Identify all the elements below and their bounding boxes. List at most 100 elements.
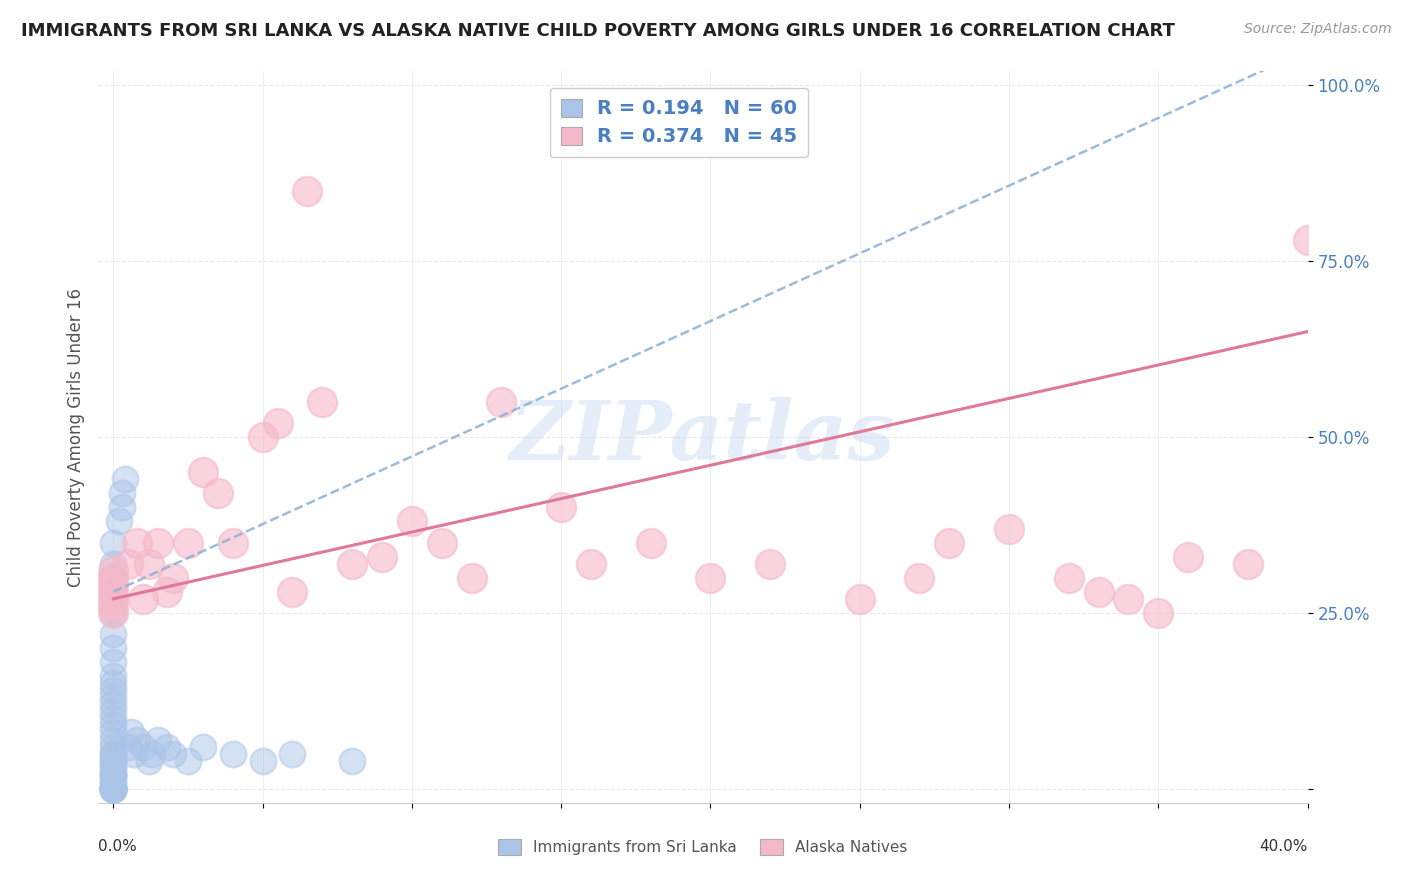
Point (103, 767, 125, 781)
Point (132, 591, 155, 606)
Legend: Immigrants from Sri Lanka, Alaska Natives: Immigrants from Sri Lanka, Alaska Native… (492, 833, 914, 861)
Point (103, 781, 125, 796)
Point (759, 557, 782, 571)
Point (103, 781, 125, 796)
Point (117, 557, 139, 571)
Point (908, 571, 931, 585)
Point (103, 584, 125, 599)
Point (103, 754, 125, 768)
Point (162, 571, 184, 585)
Point (127, 732, 149, 747)
Point (311, 395, 333, 409)
Point (222, 535, 245, 549)
Point (430, 535, 453, 549)
Point (103, 774, 125, 789)
Text: ZIPatlas: ZIPatlas (510, 397, 896, 477)
Point (103, 739, 125, 754)
Point (103, 641, 125, 656)
Point (156, 584, 179, 599)
Point (146, 535, 169, 549)
Point (132, 739, 155, 754)
Point (1237, 557, 1260, 571)
Point (103, 599, 125, 613)
Text: Source: ZipAtlas.com: Source: ZipAtlas.com (1244, 22, 1392, 37)
Point (103, 571, 125, 585)
Point (103, 761, 125, 775)
Point (103, 781, 125, 796)
Point (103, 705, 125, 719)
Point (491, 395, 513, 409)
Point (103, 781, 125, 796)
Point (1087, 584, 1109, 599)
Point (162, 747, 184, 761)
Point (281, 747, 304, 761)
Text: 40.0%: 40.0% (1260, 839, 1308, 855)
Point (103, 606, 125, 620)
Point (114, 472, 136, 486)
Point (103, 767, 125, 781)
Point (103, 781, 125, 796)
Point (207, 486, 229, 500)
Point (108, 515, 131, 529)
Point (103, 781, 125, 796)
Point (103, 676, 125, 690)
Point (252, 754, 274, 768)
Point (579, 557, 602, 571)
Point (103, 761, 125, 775)
Point (111, 500, 134, 515)
Point (848, 591, 870, 606)
Point (1057, 571, 1080, 585)
Point (103, 711, 125, 725)
Point (122, 747, 145, 761)
Point (138, 557, 160, 571)
Point (103, 698, 125, 712)
Point (103, 655, 125, 669)
Point (103, 690, 125, 705)
Point (1118, 591, 1140, 606)
Point (146, 732, 169, 747)
Point (266, 416, 288, 430)
Point (103, 774, 125, 789)
Text: IMMIGRANTS FROM SRI LANKA VS ALASKA NATIVE CHILD POVERTY AMONG GIRLS UNDER 16 CO: IMMIGRANTS FROM SRI LANKA VS ALASKA NATI… (21, 22, 1175, 40)
Point (103, 584, 125, 599)
Point (103, 781, 125, 796)
Point (103, 535, 125, 549)
Point (103, 718, 125, 732)
Point (156, 739, 179, 754)
Point (938, 535, 960, 549)
Point (297, 184, 319, 198)
Point (103, 669, 125, 683)
Point (1147, 606, 1170, 620)
Point (191, 465, 214, 479)
Point (103, 747, 125, 761)
Point (699, 571, 721, 585)
Point (401, 515, 423, 529)
Point (103, 732, 125, 747)
Point (138, 754, 160, 768)
Point (252, 430, 274, 444)
Point (120, 725, 142, 739)
Point (103, 591, 125, 606)
Point (103, 578, 125, 592)
Point (103, 683, 125, 698)
Point (103, 747, 125, 761)
Point (103, 725, 125, 739)
Point (371, 549, 394, 564)
Point (103, 571, 125, 585)
Point (103, 767, 125, 781)
Point (191, 739, 214, 754)
Y-axis label: Child Poverty Among Girls Under 16: Child Poverty Among Girls Under 16 (66, 287, 84, 587)
Point (103, 754, 125, 768)
Point (1296, 233, 1319, 247)
Point (281, 584, 304, 599)
Point (550, 500, 572, 515)
Point (340, 754, 363, 768)
Point (998, 521, 1021, 535)
Text: 0.0%: 0.0% (98, 839, 138, 855)
Point (117, 739, 139, 754)
Point (103, 781, 125, 796)
Point (103, 606, 125, 620)
Point (141, 747, 163, 761)
Point (177, 754, 200, 768)
Point (222, 747, 245, 761)
